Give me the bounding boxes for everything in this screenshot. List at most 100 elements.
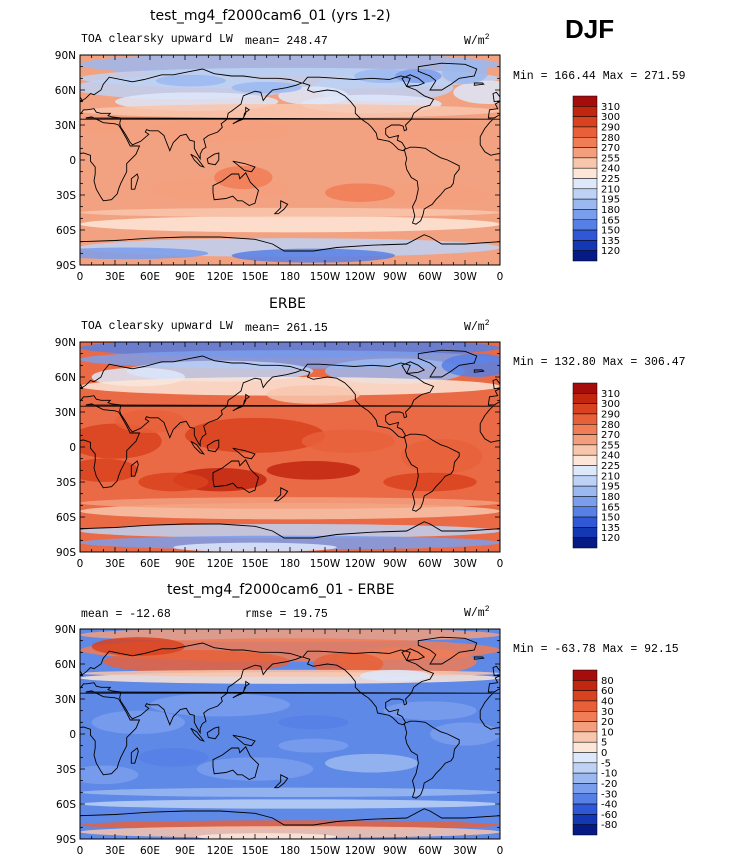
britain-coastline — [492, 91, 500, 103]
madagascar-coastline — [551, 174, 558, 189]
colorbar-swatch — [572, 824, 598, 836]
field-contour-region — [231, 248, 395, 263]
japan-coastline — [653, 395, 669, 411]
x-tick-label: 150E — [242, 845, 269, 857]
colorbar-swatch — [572, 527, 598, 538]
x-tick-label: 120E — [207, 845, 234, 857]
borneo-coastline — [206, 152, 220, 166]
colorbar-level-label: 255 — [601, 153, 620, 164]
baffin-coastline — [401, 74, 426, 87]
x-tick-label: 0 — [497, 271, 504, 283]
madagascar-coastline — [130, 460, 139, 477]
colorbar-swatch — [572, 434, 598, 446]
africa-coastline — [479, 118, 500, 156]
colorbar-level-label: 180 — [601, 492, 620, 503]
x-tick-label: 90W — [383, 558, 407, 570]
colorbar-level-label: 135 — [601, 236, 620, 247]
y-tick-label: 90S — [56, 260, 76, 272]
colorbar-swatch — [572, 157, 598, 169]
field-contour-region — [138, 748, 209, 767]
field-contour-region — [80, 799, 500, 809]
borneo-coastline — [627, 440, 639, 452]
field-contour-region — [80, 247, 209, 260]
north-america-coastline — [302, 362, 435, 439]
colorbar-level-label: 195 — [601, 195, 620, 206]
y-tick-label: 60N — [55, 372, 76, 384]
y-tick-label: 30S — [56, 477, 76, 489]
colorbar-level-label: 225 — [601, 174, 620, 185]
colorbar-swatch — [572, 465, 598, 477]
borneo-coastline — [627, 153, 639, 165]
colorbar-level-label: -40 — [601, 800, 617, 811]
x-tick-label: 60E — [140, 271, 160, 283]
colorbar-swatch — [572, 475, 598, 487]
panel-2-units: W/m2 — [464, 319, 490, 334]
y-tick-label: 60S — [56, 799, 76, 811]
colorbar-swatch — [572, 721, 598, 733]
panel-2-mean-label: mean= 261.15 — [245, 322, 328, 335]
colorbar-swatch — [572, 240, 598, 251]
colorbar-swatch — [572, 454, 598, 466]
eurasia-coastline — [80, 355, 304, 448]
y-tick-label: 90N — [55, 50, 76, 62]
new-zealand-coastline — [273, 774, 289, 789]
panel-1-mean-label: mean= 248.47 — [245, 35, 328, 48]
x-tick-label: 90E — [175, 271, 195, 283]
colorbar-2: 3103002902802702552402252101951801651501… — [572, 382, 620, 549]
x-tick-label: 30E — [105, 845, 125, 857]
colorbar-swatch — [572, 814, 598, 825]
madagascar-coastline — [130, 173, 139, 190]
y-tick-label: 90S — [56, 834, 76, 846]
panel-1-units: W/m2 — [464, 33, 490, 48]
colorbar-swatch — [572, 496, 598, 507]
colorbar-swatch — [572, 188, 598, 200]
colorbar-swatch — [572, 516, 598, 528]
x-tick-label: 90E — [175, 558, 195, 570]
colorbar-level-label: 120 — [601, 246, 620, 257]
y-tick-label: 0 — [69, 442, 76, 454]
panel-3-title: test_mg4_f2000cam6_01 - ERBE — [167, 582, 395, 598]
field-contour-region — [80, 377, 500, 396]
panel-2-minmax: Min = 132.80 Max = 306.47 — [513, 356, 686, 369]
colorbar-swatch — [572, 250, 598, 262]
japan-coastline — [232, 680, 250, 699]
field-contour-region — [360, 669, 430, 682]
colorbar-swatch — [572, 137, 598, 148]
australia-coastline — [212, 459, 260, 494]
field-contour-region — [185, 417, 325, 453]
new-zealand-coastline — [695, 201, 708, 214]
field-contour-region — [155, 74, 226, 87]
field-contour-region — [354, 69, 413, 83]
field-contour-region — [80, 787, 500, 797]
field-contour-region — [453, 80, 500, 104]
x-tick-label: 120W — [345, 271, 376, 283]
panel-2-field-label: TOA clearsky upward LW — [81, 320, 233, 333]
japan-coastline — [232, 393, 250, 412]
sumatra-coastline — [190, 440, 205, 455]
field-contour-region — [301, 429, 396, 453]
australia-coastline — [212, 172, 260, 207]
x-tick-label: 150E — [242, 558, 269, 570]
y-tick-label: 0 — [69, 729, 76, 741]
field-contour-region — [430, 722, 500, 746]
north-america-coastline — [723, 363, 732, 438]
field-contour-region — [395, 69, 442, 83]
field-contour-region — [80, 669, 500, 677]
colorbar-swatch — [572, 506, 598, 518]
antarctica-coastline — [80, 521, 500, 552]
new-guinea-coastline — [653, 448, 675, 459]
colorbar-swatch — [572, 444, 598, 456]
baffin-coastline — [401, 361, 426, 374]
field-contour-region — [231, 81, 302, 94]
colorbar-swatch — [572, 209, 598, 220]
colorbar-level-label: 120 — [601, 533, 620, 544]
north-america-coastline — [723, 650, 732, 725]
colorbar-level-label: 5 — [601, 738, 607, 749]
field-contour-region — [266, 385, 361, 404]
colorbar-level-label: -30 — [601, 789, 617, 800]
colorbar-level-label: 290 — [601, 409, 620, 420]
x-tick-label: 90E — [175, 845, 195, 857]
britain-coastline — [492, 665, 500, 677]
field-layer — [80, 55, 500, 265]
japan-coastline — [232, 106, 250, 125]
